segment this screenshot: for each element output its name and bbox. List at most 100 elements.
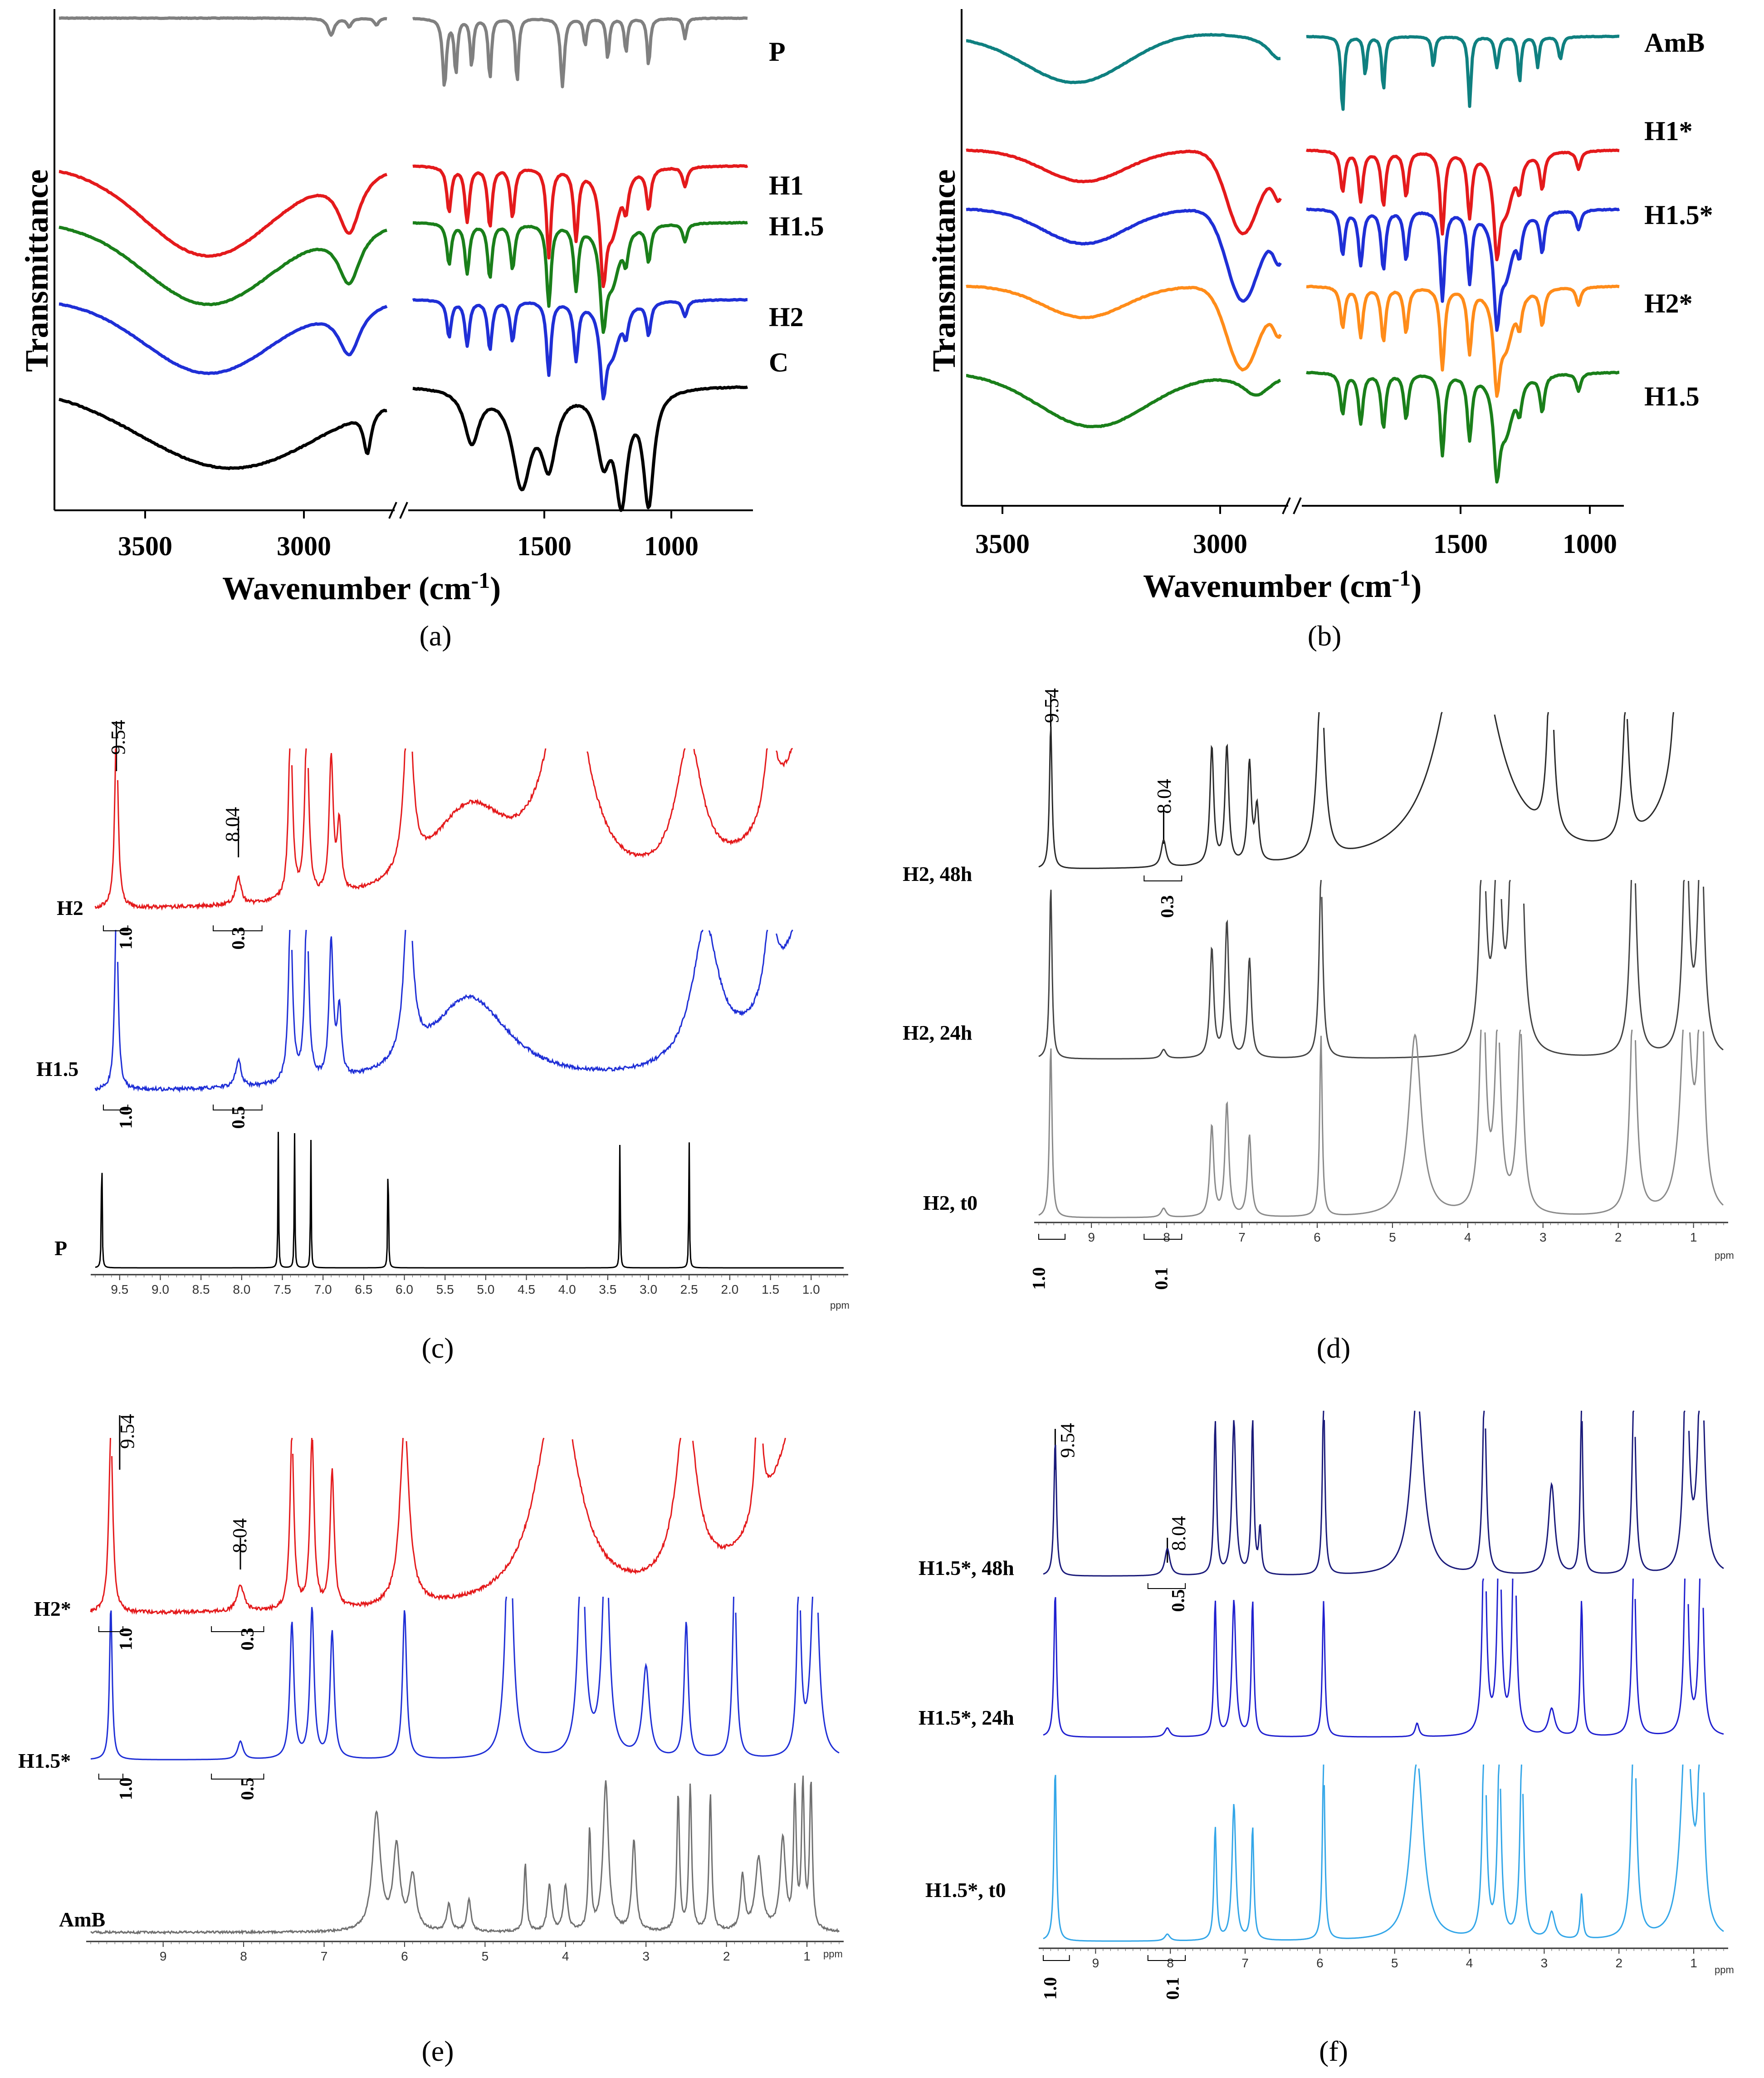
series-label-b-3: H2* [1644, 288, 1693, 318]
ftir-series-c-L [59, 397, 387, 470]
integral-e-1-0: 1.0 [115, 1777, 136, 1800]
integral-bracket [211, 1774, 264, 1780]
nmr-series-h1548h-seg [1703, 1420, 1724, 1569]
nmr-series-h2-seg [312, 1437, 404, 1608]
integral-bracket [1143, 1234, 1183, 1240]
nmr-series-h248h-seg [1038, 712, 1320, 869]
integral-c-1-0: 1.0 [115, 1106, 136, 1129]
series-label-a-2: H1.5 [769, 211, 824, 241]
nmr-series-h15t0-seg [1043, 1764, 1324, 1942]
nmr-series-h224h-seg [1688, 880, 1700, 968]
ppm-tick-label: 7 [1241, 1956, 1249, 1970]
series-label-a-1: H1 [769, 171, 804, 200]
axis-break-mark [399, 502, 408, 519]
series-label-b-0: AmB [1644, 28, 1705, 58]
nmr-series-h15t0-seg [1703, 1792, 1724, 1932]
nmr-series-h1548h-seg [1043, 1410, 1324, 1577]
integral-d-2-1: 0.1 [1151, 1267, 1172, 1290]
nmr-series-h1524h-seg [1043, 1578, 1484, 1738]
nmr-series-p-seg [95, 1132, 844, 1269]
series-label-c-0: H2 [57, 896, 83, 919]
integral-d-0-0: 0.3 [1157, 895, 1178, 918]
nmr-series-h248h-seg [1553, 712, 1626, 842]
nmr-series-h224h-seg [1523, 880, 1632, 1056]
nmr-series-h2-seg [762, 1437, 786, 1478]
nmr-series-h15-seg [735, 1596, 799, 1757]
nmr-series-h2-seg [776, 748, 793, 768]
series-label-b-4: H1.5 [1644, 381, 1700, 411]
ppm-tick-label: 6.0 [396, 1282, 413, 1296]
series-label-b-1: H1* [1644, 116, 1693, 146]
ppm-tick-label: 6.5 [355, 1282, 372, 1296]
y-axis-label-a: Transmittance [19, 169, 55, 372]
nmr-series-h1524h-seg [1634, 1578, 1686, 1735]
nmr-series-h15t0-seg [1522, 1764, 1633, 1938]
ppm-tick-label: 5 [1391, 1956, 1398, 1970]
integral-bracket [103, 1105, 128, 1110]
nmr-series-h15-seg [817, 1613, 840, 1754]
panel-d: 9 8 7 6 5 4 3 2 1 H2, 48h H2, 24h H2, t0 9.54 8.… [889, 658, 1751, 1374]
ftir-series-c-R [412, 385, 748, 512]
ftir-series-h1-R [412, 164, 748, 288]
nmr-series-h224h-seg [1038, 880, 1322, 1060]
nmr-series-h2-seg [90, 1437, 111, 1614]
nmr-series-h224h-seg [1500, 880, 1511, 949]
ppm-tick-label: 2 [1615, 1230, 1622, 1244]
nmr-plot-f: 9 8 7 6 5 4 3 2 1 [1039, 1410, 1728, 1970]
series-label-e-1: H1.5* [18, 1749, 71, 1772]
nmr-series-h248h-seg [1627, 712, 1674, 822]
ppm-tick-label: 1.0 [802, 1282, 820, 1296]
nmr-series-h2t0-seg [1635, 1029, 1684, 1202]
nmr-series-h1524h-seg [1515, 1578, 1634, 1736]
ftir-series-h2-L [59, 302, 388, 376]
ppm-tick-label: 6 [1314, 1230, 1321, 1244]
series-label-f-0: H1.5*, 48h [919, 1556, 1014, 1579]
nmr-series-h2-seg [693, 748, 768, 846]
nmr-plot-e: 9 8 7 6 5 4 3 2 1 [86, 1415, 844, 1963]
x-axis-label-a: Wavenumber (cm-1) [222, 567, 501, 606]
ftir-series-h15-R [1306, 207, 1620, 332]
panel-e: 9 8 7 6 5 4 3 2 1 H2* H1.5* AmB 9.54 8.04 1.0 0.… [0, 1379, 862, 2078]
nmr-series-h15-seg [308, 929, 406, 1075]
peak-label-f-0: 9.54 [1056, 1423, 1079, 1458]
nmr-series-h1524h-seg [1485, 1578, 1499, 1698]
caption-f: (f) [1319, 2035, 1348, 2067]
nmr-series-h1548h-seg [1581, 1410, 1635, 1574]
nmr-series-h2-seg [692, 1437, 757, 1550]
nmr-series-h15-seg [584, 1596, 604, 1714]
peak-label-e-1: 8.04 [229, 1518, 251, 1553]
nmr-series-h15t0-seg [1485, 1764, 1500, 1906]
ppm-tick-label: 8 [1167, 1956, 1174, 1970]
ftir-series-p-L [59, 16, 387, 37]
x-tick-a-1: 3000 [277, 531, 331, 561]
ppm-tick-label: 4.5 [518, 1282, 535, 1296]
ftir-series-h1-L [59, 170, 388, 258]
ftir-series-h2-R [1306, 284, 1620, 398]
panel-b: Transmittance 3500 3000 1500 1000 Wavenu… [889, 0, 1751, 653]
ppm-tick-label: 2 [723, 1949, 730, 1963]
ppm-tick-label: 9 [1092, 1956, 1099, 1970]
series-label-d-1: H2, 24h [903, 1021, 972, 1044]
nmr-series-h15-seg [512, 1596, 580, 1753]
nmr-series-h1524h-seg [1702, 1608, 1724, 1735]
ftir-series-h1-R [1305, 148, 1620, 262]
nmr-series-h248h-seg [1494, 712, 1549, 811]
nmr-series-h224h-seg [1321, 880, 1482, 1059]
y-axis-label-b: Transmittance [926, 169, 962, 372]
nmr-series-h2-seg [411, 748, 547, 841]
nmr-series-h2-seg [406, 1437, 545, 1601]
ftir-series-h15-L [966, 207, 1282, 303]
ftir-series-p-R [412, 16, 748, 88]
ftir-series-h2-L [966, 284, 1282, 372]
ppm-tick-label: 4 [1464, 1230, 1471, 1244]
ppm-unit-d: ppm [1715, 1250, 1734, 1261]
integral-e-0-0: 1.0 [115, 1628, 136, 1651]
ppm-tick-label: 3 [1539, 1230, 1547, 1244]
nmr-series-h1548h-seg [1485, 1410, 1582, 1574]
ppm-tick-label: 1 [1690, 1956, 1697, 1970]
ppm-tick-label: 4 [1466, 1956, 1473, 1970]
ppm-tick-label: 1 [1690, 1230, 1697, 1244]
ppm-tick-label: 6 [401, 1949, 408, 1963]
nmr-series-h2-seg [94, 748, 117, 909]
ftir-series-h15-R [1306, 371, 1620, 484]
